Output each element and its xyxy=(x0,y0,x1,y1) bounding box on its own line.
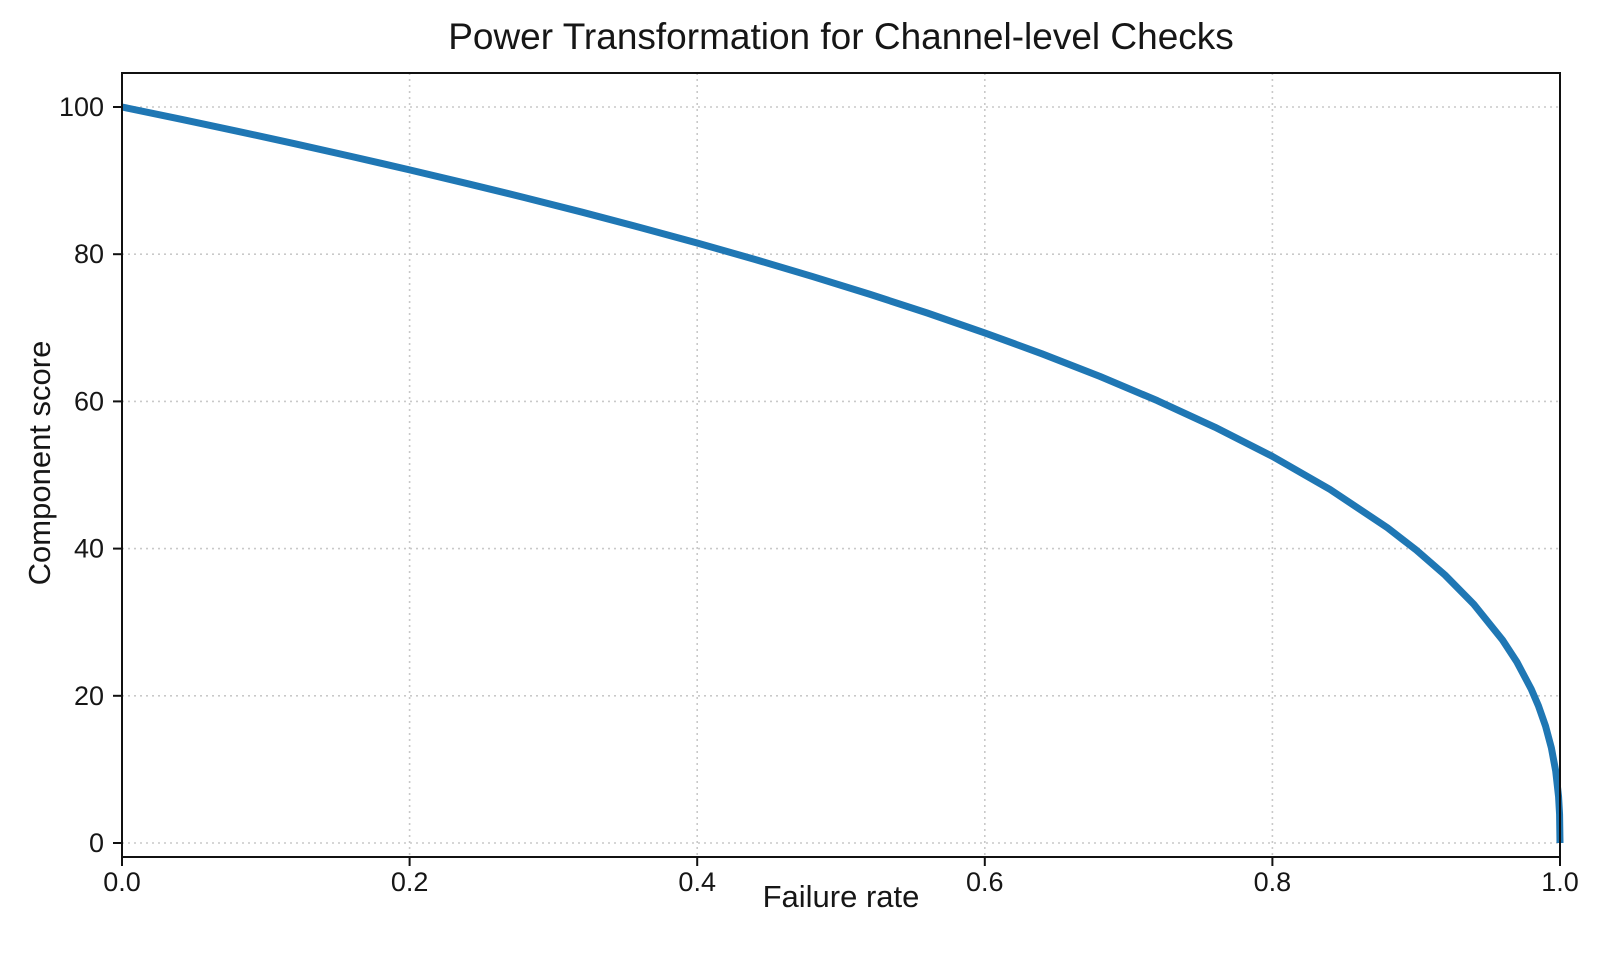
x-tick-label: 0.0 xyxy=(103,867,141,897)
data-curve xyxy=(121,103,1564,844)
x-tick-label: 0.4 xyxy=(678,867,716,897)
x-axis-label: Failure rate xyxy=(762,879,920,914)
y-tick-label: 40 xyxy=(74,534,104,564)
y-tick-label: 80 xyxy=(74,239,104,269)
x-tick-label: 0.6 xyxy=(966,867,1004,897)
y-tick-label: 60 xyxy=(74,386,104,416)
y-tick-label: 100 xyxy=(59,92,104,122)
x-tick-label: 1.0 xyxy=(1541,867,1579,897)
axes-frame xyxy=(121,72,1561,858)
x-tick-label: 0.2 xyxy=(391,867,429,897)
x-tick-label: 0.8 xyxy=(1254,867,1292,897)
y-tick-label: 20 xyxy=(74,681,104,711)
chart-title: Power Transformation for Channel-level C… xyxy=(448,16,1234,57)
y-axis-label: Component score xyxy=(22,340,57,586)
y-tick-label: 0 xyxy=(89,828,104,858)
